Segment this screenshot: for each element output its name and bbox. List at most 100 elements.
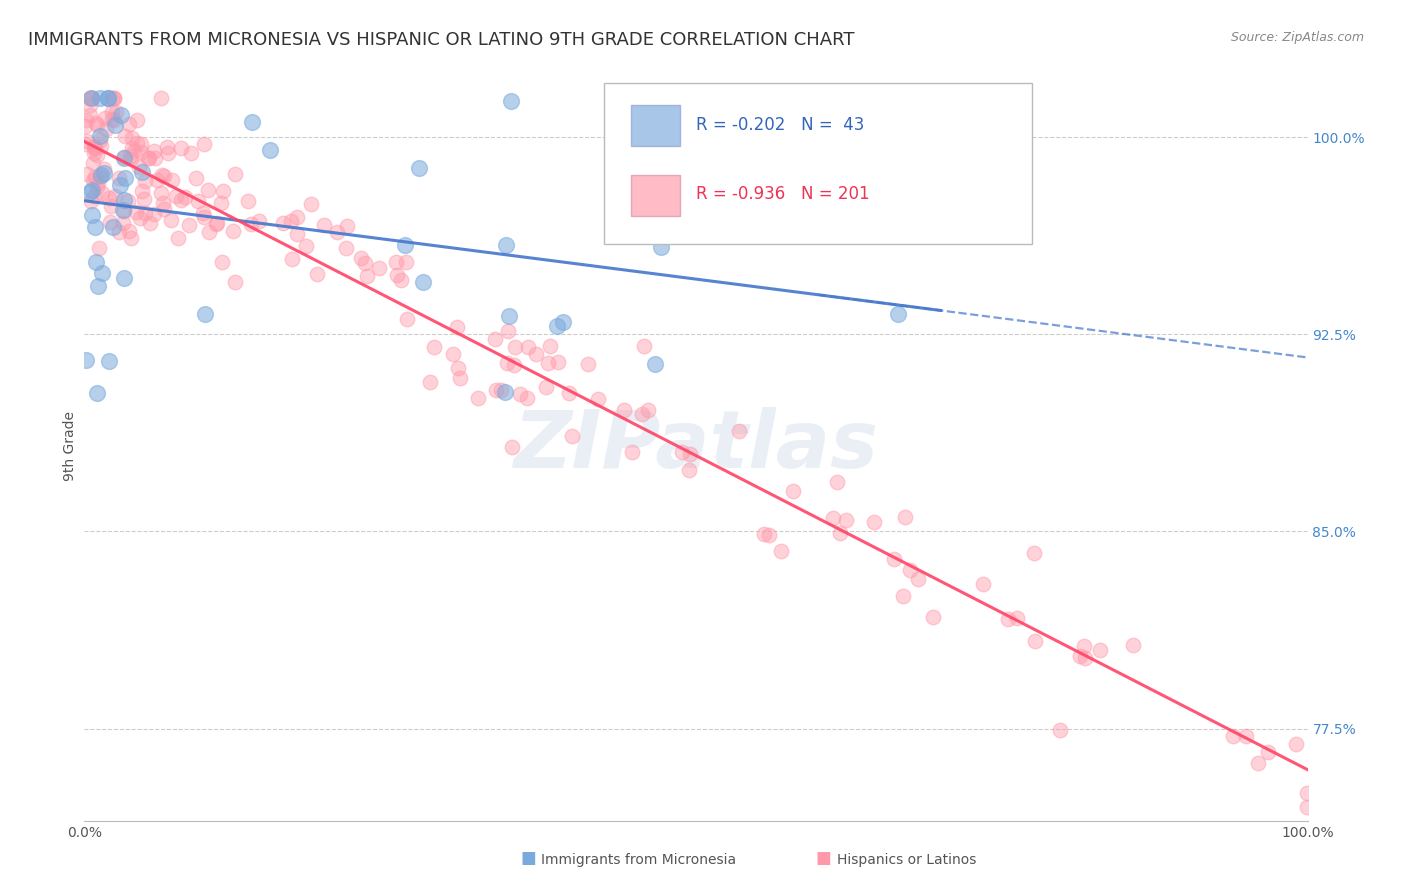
Point	[112, 271, 135, 285]
Point	[273, 216, 295, 230]
FancyBboxPatch shape	[605, 83, 1032, 244]
Point	[193, 136, 215, 151]
Point	[83, 189, 105, 203]
Point	[441, 347, 464, 361]
Point	[613, 403, 636, 417]
Point	[104, 188, 127, 202]
Point	[143, 207, 166, 221]
Point	[97, 354, 120, 368]
Point	[1088, 643, 1111, 657]
Point	[103, 90, 125, 104]
Point	[503, 341, 526, 355]
Point	[108, 171, 131, 186]
Point	[197, 183, 219, 197]
Point	[900, 563, 922, 577]
Point	[1022, 546, 1045, 560]
Point	[112, 150, 135, 164]
Point	[136, 151, 159, 165]
Point	[1234, 730, 1257, 744]
Point	[90, 138, 112, 153]
Point	[501, 94, 523, 108]
Point	[728, 424, 751, 438]
Point	[79, 90, 101, 104]
Point	[752, 526, 775, 541]
Point	[79, 90, 101, 104]
Point	[75, 352, 97, 367]
Point	[827, 475, 849, 490]
Point	[180, 145, 202, 160]
Point	[335, 241, 357, 255]
Point	[82, 183, 104, 197]
Point	[89, 91, 111, 105]
Point	[494, 385, 516, 400]
Point	[152, 195, 174, 210]
Point	[112, 151, 135, 165]
Point	[222, 224, 245, 238]
Point	[447, 361, 470, 376]
Point	[211, 255, 233, 269]
Point	[305, 267, 328, 281]
Point	[408, 161, 430, 175]
Point	[73, 137, 96, 152]
Point	[224, 275, 246, 289]
Text: ■: ■	[815, 849, 831, 867]
Point	[170, 141, 193, 155]
Point	[150, 168, 173, 182]
Point	[894, 510, 917, 524]
Point	[863, 515, 886, 529]
Point	[101, 112, 124, 127]
Point	[205, 216, 228, 230]
Point	[80, 90, 103, 104]
Point	[538, 339, 561, 353]
Point	[356, 269, 378, 284]
Point	[84, 254, 107, 268]
Point	[848, 193, 870, 207]
Point	[160, 212, 183, 227]
Point	[100, 90, 122, 104]
Point	[128, 211, 150, 225]
Point	[489, 383, 512, 397]
Point	[184, 171, 207, 186]
Point	[84, 170, 107, 185]
Point	[922, 610, 945, 624]
Point	[495, 238, 517, 252]
Point	[561, 429, 583, 443]
Point	[517, 341, 540, 355]
Point	[112, 203, 135, 218]
Point	[240, 115, 263, 129]
Point	[108, 178, 131, 192]
Point	[236, 194, 259, 208]
Point	[1049, 723, 1071, 737]
Point	[485, 383, 508, 397]
Point	[129, 145, 152, 159]
Point	[76, 168, 98, 182]
Point	[835, 513, 858, 527]
Point	[299, 197, 322, 211]
Point	[79, 194, 101, 209]
Point	[112, 193, 135, 207]
Point	[118, 117, 141, 131]
Point	[193, 210, 215, 224]
Point	[314, 218, 336, 232]
Point	[122, 144, 145, 158]
Point	[143, 152, 166, 166]
Point	[1257, 745, 1279, 759]
Point	[153, 169, 176, 184]
Point	[125, 112, 148, 127]
Text: ■: ■	[520, 849, 536, 867]
Y-axis label: 9th Grade: 9th Grade	[63, 411, 77, 481]
Point	[145, 173, 167, 187]
Point	[823, 511, 845, 525]
Point	[100, 199, 122, 213]
Point	[138, 151, 160, 165]
Point	[644, 358, 666, 372]
Point	[212, 184, 235, 198]
Point	[385, 255, 408, 269]
Point	[758, 528, 780, 542]
Point	[98, 215, 121, 229]
Point	[419, 376, 441, 390]
Point	[389, 273, 412, 287]
Point	[83, 141, 105, 155]
Point	[285, 227, 308, 242]
Point	[509, 386, 531, 401]
